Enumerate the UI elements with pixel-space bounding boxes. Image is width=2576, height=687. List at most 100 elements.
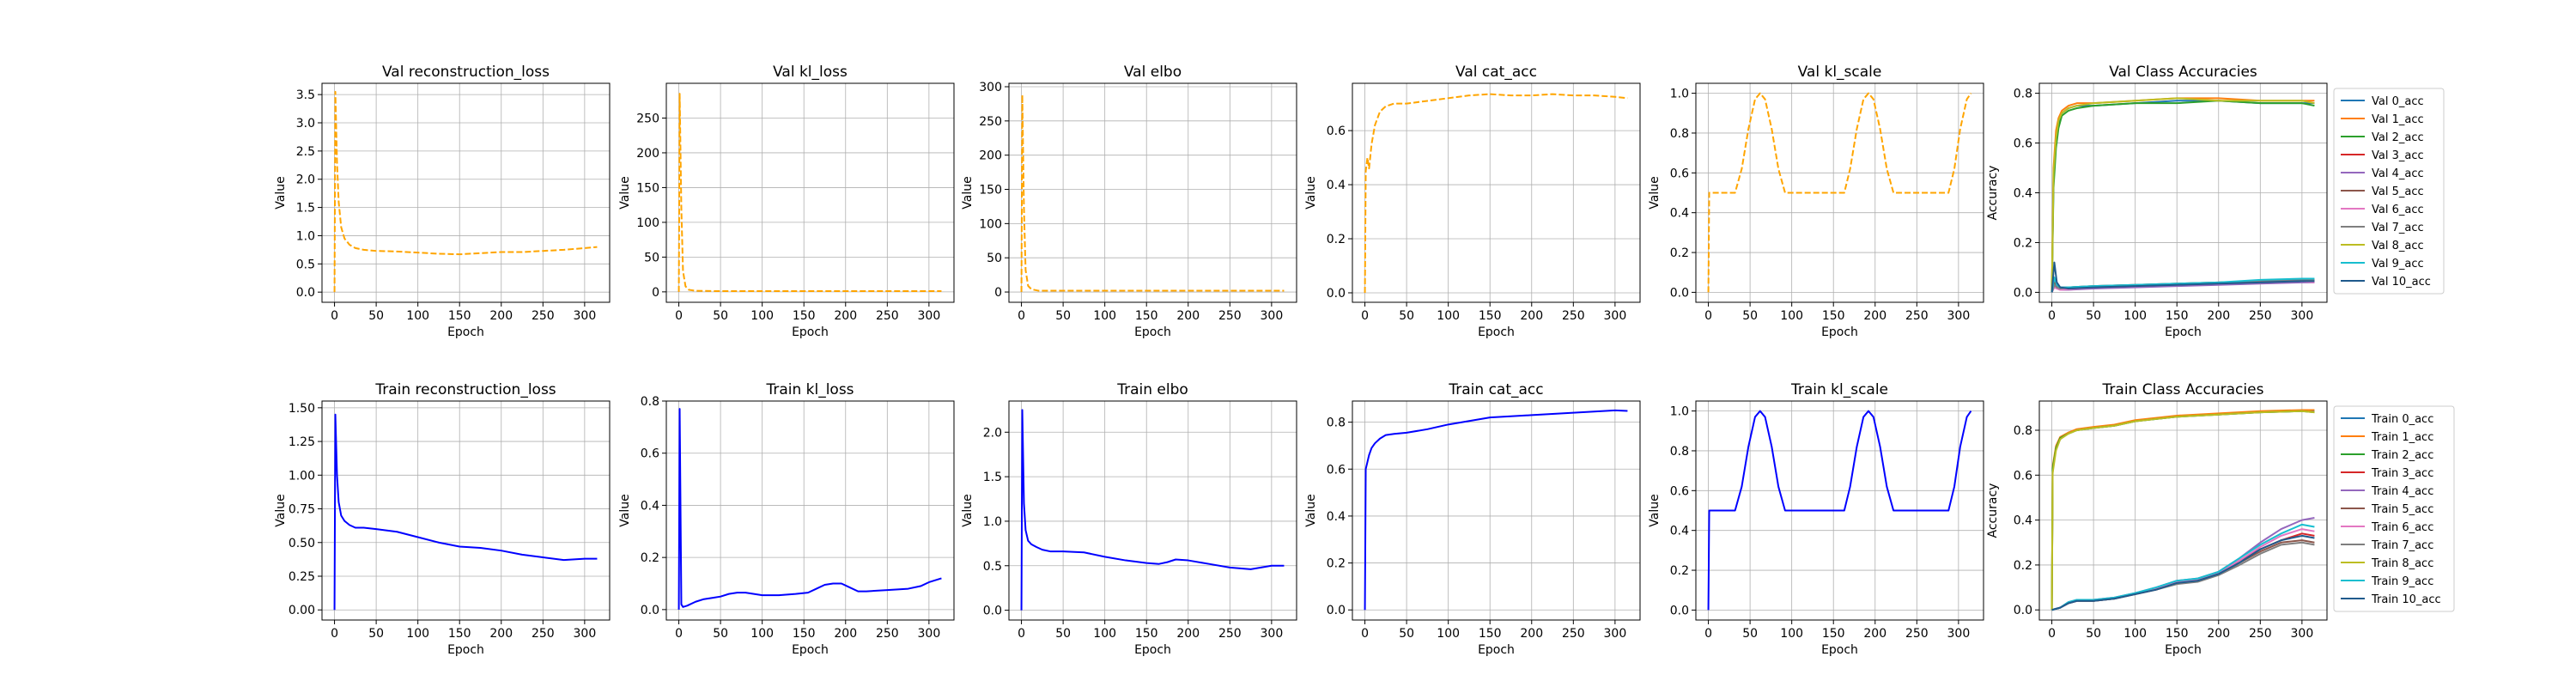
x-axis-label: Epoch [792, 643, 829, 657]
x-tick-label: 0 [1361, 627, 1369, 641]
y-tick-label: 0.0 [2014, 286, 2032, 300]
x-tick-label: 50 [1399, 627, 1414, 641]
x-tick-label: 150 [1135, 627, 1158, 641]
axes-frame [1008, 82, 1297, 303]
x-tick-label: 300 [918, 627, 941, 641]
legend-label: Val 4_acc [2372, 167, 2424, 180]
x-tick-label: 0 [675, 627, 683, 641]
legend-label: Train 8_acc [2371, 557, 2433, 570]
x-tick-label: 250 [1218, 309, 1242, 323]
x-tick-label: 150 [1822, 309, 1845, 323]
y-tick-label: 0.6 [1670, 167, 1689, 180]
x-axis-label: Epoch [1821, 325, 1858, 339]
x-tick-label: 250 [1562, 627, 1585, 641]
y-axis-label: Value [961, 176, 975, 209]
y-axis-label: Accuracy [1986, 166, 2000, 221]
legend-label: Train 2_acc [2371, 449, 2433, 462]
series-group [1020, 94, 1285, 293]
x-tick-label: 200 [1176, 627, 1200, 641]
series-group [333, 413, 598, 611]
y-tick-label: 0.4 [2014, 514, 2032, 528]
subplot-8: 0 50 100 150 200 250 300 0.0 0.2 0.4 0.6 0.8 Train k… [618, 381, 955, 657]
series-line-5 [2051, 517, 2315, 611]
x-tick-label: 50 [1742, 309, 1758, 323]
x-tick-label: 100 [1437, 627, 1460, 641]
series-line-10 [2050, 277, 2315, 293]
x-tick-label: 300 [1604, 309, 1627, 323]
x-tick-label: 50 [1055, 627, 1071, 641]
y-tick-label: 2.5 [296, 145, 315, 159]
x-tick-label: 250 [876, 309, 899, 323]
series-group [1707, 410, 1972, 611]
y-tick-label: 50 [644, 251, 659, 264]
y-tick-label: 250 [636, 112, 659, 125]
x-tick-label: 0 [2048, 627, 2056, 641]
y-tick-label: 0.8 [1327, 416, 1346, 430]
x-axis-label: Epoch [2165, 325, 2202, 339]
legend-label: Train 7_acc [2371, 539, 2433, 552]
x-tick-label: 50 [2086, 627, 2101, 641]
chart-title: Train elbo [1116, 381, 1188, 398]
y-tick-label: 0 [994, 286, 1002, 300]
legend-label: Train 3_acc [2371, 467, 2433, 480]
x-tick-label: 150 [1822, 627, 1845, 641]
grid [1009, 401, 1297, 620]
series-group [1020, 409, 1285, 611]
grid [2039, 83, 2327, 302]
legend-label: Train 1_acc [2371, 431, 2433, 444]
series-line-9 [2050, 410, 2315, 611]
subplot-1: 0 50 100 150 200 250 300 0.0 0.5 1.0 1.5 2.0 2.5 3.0 3… [274, 64, 611, 339]
x-tick-label: 50 [1742, 627, 1758, 641]
series-line-1 [333, 413, 598, 611]
y-axis-label: Value [961, 494, 975, 526]
y-tick-label: 250 [979, 115, 1002, 129]
series-line-1 [1707, 92, 1972, 293]
axes-frame [1695, 400, 1984, 621]
x-tick-label: 200 [2207, 627, 2230, 641]
legend-label: Val 6_acc [2372, 204, 2424, 216]
y-tick-label: 0.6 [1327, 463, 1346, 477]
y-tick-label: 0.0 [641, 604, 659, 617]
x-tick-label: 150 [2166, 627, 2189, 641]
y-tick-label: 0.4 [2014, 187, 2032, 201]
series-line-11 [2050, 261, 2315, 293]
x-tick-label: 250 [2249, 627, 2272, 641]
x-tick-label: 250 [1905, 309, 1929, 323]
axes-frame [1352, 400, 1641, 621]
y-tick-label: 0.8 [1670, 445, 1689, 459]
x-tick-label: 0 [1361, 309, 1369, 323]
x-tick-label: 0 [1018, 309, 1025, 323]
x-tick-label: 0 [331, 627, 338, 641]
y-tick-label: 0.5 [983, 560, 1002, 574]
legend-label: Val 5_acc [2372, 185, 2424, 198]
legend: Train 0_acc Train 1_acc Train 2_acc Train 3… [2333, 405, 2455, 612]
series-line-1 [1364, 409, 1628, 611]
series-group [1364, 93, 1628, 293]
x-tick-label: 300 [1261, 309, 1284, 323]
y-tick-label: 0.2 [2014, 236, 2032, 250]
x-tick-label: 250 [2249, 309, 2272, 323]
series-group [1364, 409, 1628, 611]
x-tick-label: 0 [331, 309, 338, 323]
series-line-2 [2050, 97, 2315, 293]
x-tick-label: 200 [2207, 309, 2230, 323]
legend: Val 0_acc Val 1_acc Val 2_acc Val 3_acc Val … [2333, 88, 2445, 295]
axes-frame [2038, 400, 2328, 621]
y-tick-label: 0.0 [983, 605, 1002, 618]
x-tick-label: 250 [876, 627, 899, 641]
chart-title: Val elbo [1124, 64, 1182, 81]
y-tick-label: 0.2 [1670, 246, 1689, 260]
y-axis-label: Accuracy [1986, 483, 2000, 538]
y-tick-label: 1.5 [983, 471, 1002, 484]
y-tick-label: 0.2 [2014, 559, 2032, 573]
x-tick-label: 250 [532, 309, 555, 323]
chart-title: Train kl_loss [765, 381, 854, 398]
y-tick-label: 0.8 [641, 395, 659, 409]
series-line-7 [2051, 528, 2315, 611]
y-tick-label: 100 [636, 216, 659, 230]
chart-title: Train cat_acc [1448, 381, 1543, 398]
x-tick-label: 100 [750, 627, 774, 641]
y-tick-label: 0.6 [641, 447, 659, 461]
y-tick-label: 0.2 [641, 551, 659, 565]
